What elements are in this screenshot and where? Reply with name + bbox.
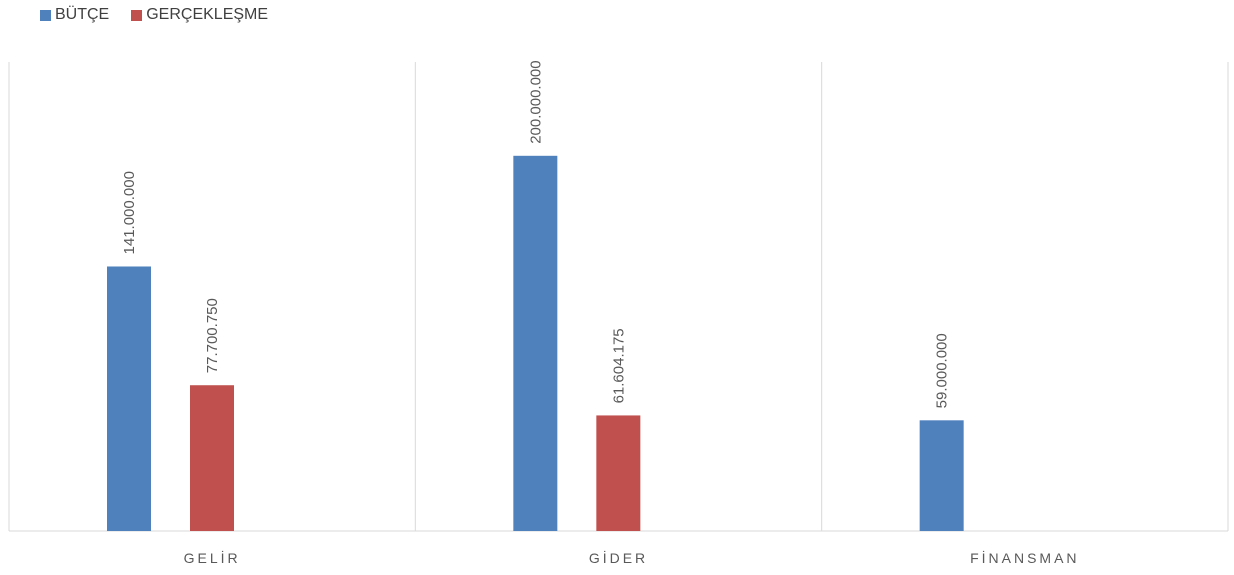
legend-label-butce: BÜTÇE bbox=[55, 6, 110, 23]
category-label-0: GELİR bbox=[184, 549, 241, 566]
data-label-series1-cat0: 77.700.750 bbox=[204, 298, 221, 373]
legend-item-butce[interactable]: BÜTÇE bbox=[40, 6, 109, 24]
category-label-2: FİNANSMAN bbox=[970, 549, 1079, 566]
legend-label-gerceklesme: GERÇEKLEŞME bbox=[146, 6, 269, 23]
bar-series0-cat2 bbox=[919, 420, 964, 531]
legend: BÜTÇE GERÇEKLEŞME bbox=[40, 6, 268, 24]
data-label-series0-cat1: 200.000.000 bbox=[527, 60, 544, 143]
legend-swatch-gerceklesme bbox=[131, 9, 143, 21]
bar-series0-cat1 bbox=[513, 155, 558, 532]
legend-item-gerceklesme[interactable]: GERÇEKLEŞME bbox=[131, 6, 268, 24]
legend-swatch-butce bbox=[40, 9, 51, 21]
bar-series1-cat0 bbox=[190, 385, 234, 531]
category-label-1: GİDER bbox=[589, 549, 648, 566]
data-label-series1-cat1: 61.604.175 bbox=[610, 328, 627, 403]
bar-series0-cat0 bbox=[107, 266, 151, 531]
data-label-series0-cat2: 59.000.000 bbox=[934, 333, 951, 408]
bar-series1-cat1 bbox=[596, 415, 641, 531]
data-label-series0-cat0: 141.000.000 bbox=[121, 171, 138, 254]
